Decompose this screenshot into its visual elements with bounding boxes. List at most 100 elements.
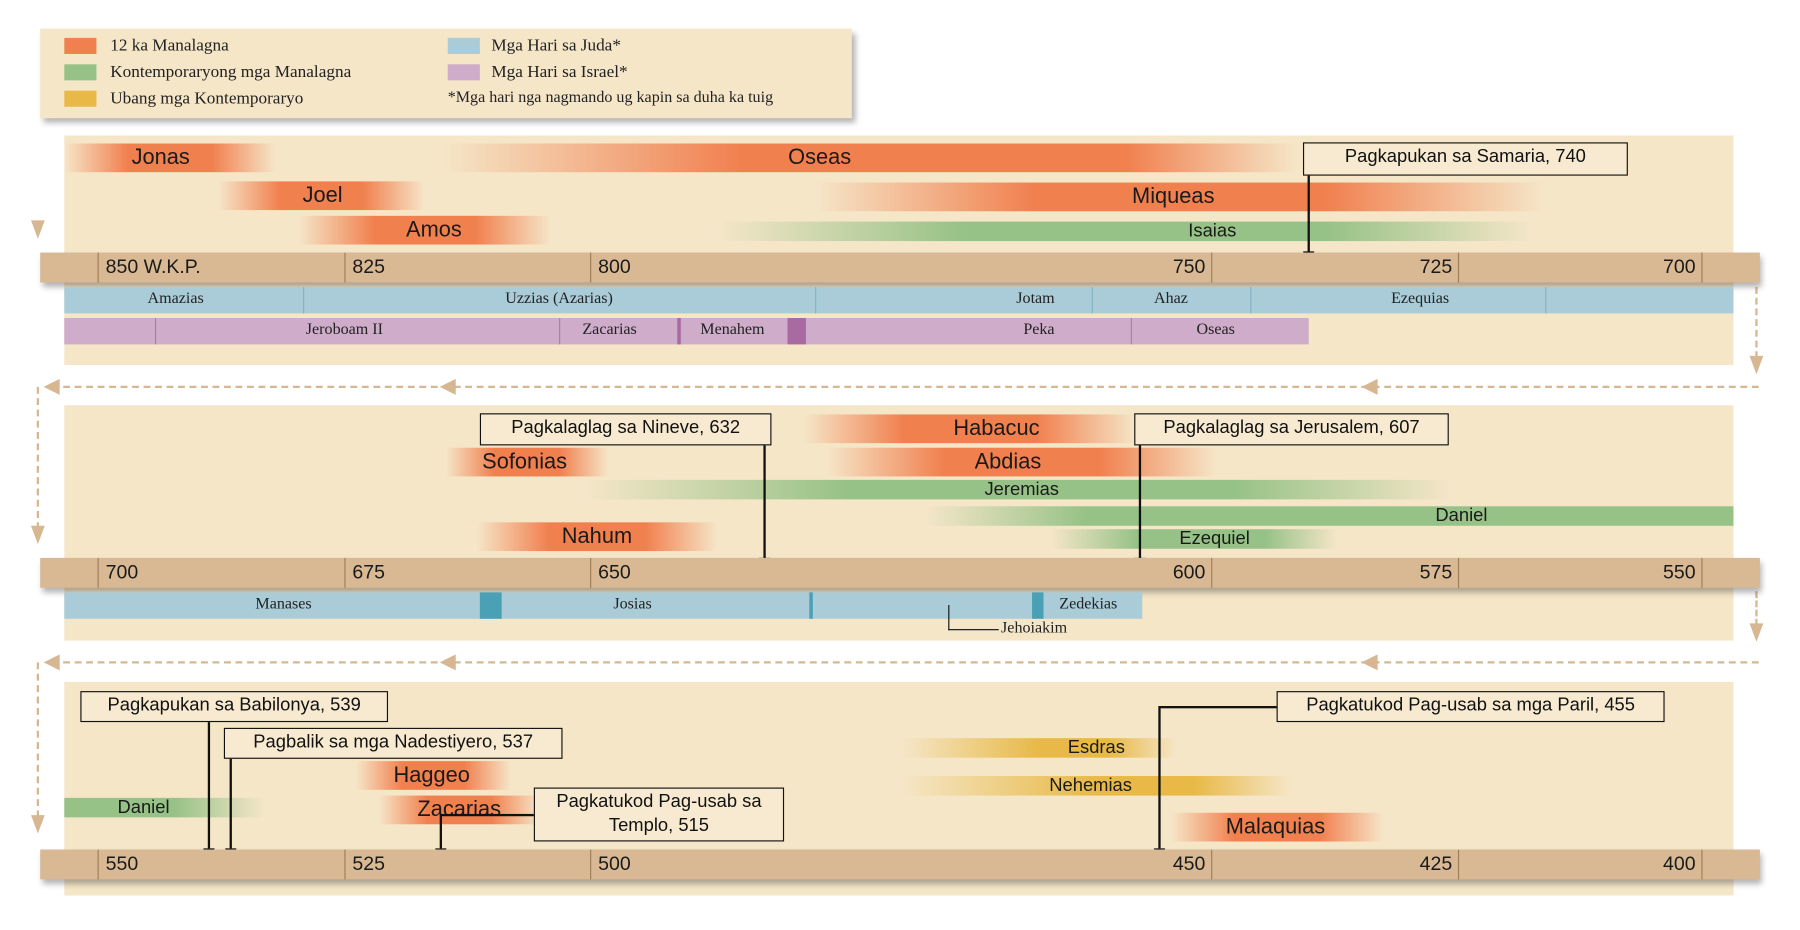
king-label: Peka <box>1023 321 1055 339</box>
bar-label: Habacuc <box>953 416 1040 441</box>
contemporary-bar: Esdras <box>901 738 1177 758</box>
bar-label: Zacarias <box>417 797 502 822</box>
bar-label: Oseas <box>788 145 852 170</box>
king-label: Menahem <box>700 321 765 339</box>
bar-label: Miqueas <box>1132 184 1215 209</box>
bar-label: Esdras <box>1067 737 1125 758</box>
arrow-left-icon <box>439 378 456 395</box>
arrow-left-icon <box>439 654 456 671</box>
arrow-down-icon <box>1749 355 1764 375</box>
event-callout: Pagkapukan sa Babilonya, 539 <box>80 691 389 723</box>
timeline-axis: 550 525 500 450 425 400 <box>40 849 1760 880</box>
kings-of-judah-row: Amazias Uzzias (Azarias) Jotam Ahaz Ezeq… <box>64 287 1734 314</box>
arrow-left-icon <box>43 378 60 395</box>
bracket-line <box>948 604 950 631</box>
contemporary-prophet-bar: Daniel <box>64 797 266 818</box>
contemporary-prophet-bar: Isaias <box>717 221 1533 242</box>
arrow-left-icon <box>43 654 60 671</box>
callout-line <box>1158 706 1161 849</box>
timeline-axis: 700 675 650 600 575 550 <box>40 557 1760 588</box>
arrow-down-icon <box>30 815 45 834</box>
king-label: Josias <box>613 595 652 614</box>
legend-label: Ubang mga Kontemporaryo <box>110 89 304 108</box>
bar-label: Abdias <box>974 449 1042 474</box>
callout-line <box>439 813 442 849</box>
event-callout: Pagkalaglag sa Nineve, 632 <box>479 413 772 446</box>
bar-label: Malaquias <box>1225 814 1326 839</box>
arrow-down-icon <box>30 525 45 545</box>
legend-swatch-other <box>64 90 97 107</box>
bar-label: Haggeo <box>393 762 470 787</box>
callout-line <box>229 758 232 849</box>
king-label: Oseas <box>1196 321 1235 339</box>
bracket-line <box>948 629 999 631</box>
axis-label: 400 <box>1663 852 1696 875</box>
prophet-bar: Amos <box>298 215 552 245</box>
king-label: Zacarias <box>582 321 637 339</box>
king-label: Amazias <box>147 290 204 308</box>
prophet-bar: Malaquias <box>1170 812 1384 842</box>
king-label: Jotam <box>1016 290 1055 308</box>
prophet-bar: Joel <box>218 181 425 211</box>
continue-arrow-icon <box>30 220 45 239</box>
axis-label: 575 <box>1419 561 1453 584</box>
event-callout: Pagkatukod Pag-usab sa mga Paril, 455 <box>1276 691 1665 723</box>
callout-line <box>440 813 534 816</box>
axis-label: 725 <box>1419 256 1453 278</box>
legend-label: Kontemporaryong mga Manalagna <box>110 63 352 82</box>
bar-label: Jonas <box>131 145 190 170</box>
timeline-axis: 850 W.K.P. 825 800 750 725 700 <box>40 252 1760 283</box>
axis-label: 750 <box>1172 256 1206 278</box>
prophet-bar: Sofonias <box>445 447 609 477</box>
prophet-bar: Jonas <box>64 143 276 173</box>
legend-swatch-prophets <box>64 37 97 54</box>
contemporary-prophet-bar: Ezequiel <box>1050 528 1338 549</box>
dashed-connector <box>51 661 1759 664</box>
axis-label: 700 <box>1663 256 1696 278</box>
bar-label: Daniel <box>117 797 170 817</box>
axis-label: 550 <box>105 852 139 875</box>
bar-label: Amos <box>406 217 462 242</box>
dashed-connector <box>1755 591 1758 626</box>
prophet-bar: Zacarias <box>378 795 540 825</box>
event-callout: Pagbalik sa mga Nadestiyero, 537 <box>223 727 563 759</box>
legend-swatch-israel <box>447 64 480 81</box>
dashed-connector <box>1755 287 1758 359</box>
bar-label: Daniel <box>1435 505 1488 526</box>
king-label: Manases <box>255 595 312 614</box>
event-callout: Pagkapukan sa Samaria, 740 <box>1302 142 1628 176</box>
bar-label: Ezequiel <box>1179 528 1250 549</box>
king-label: Ezequias <box>1391 290 1450 308</box>
legend-swatch-contemporary-prophets <box>64 64 97 81</box>
prophet-bar: Oseas <box>441 143 1298 173</box>
contemporary-prophet-bar: Jeremias <box>585 479 1453 500</box>
king-label: Uzzias (Azarias) <box>505 290 613 308</box>
callout-line-2: Templo, 515 <box>608 816 709 836</box>
prophet-bar: Abdias <box>826 447 1217 477</box>
axis-label: 425 <box>1419 852 1453 875</box>
bar-label: Nahum <box>561 524 633 549</box>
axis-label: 700 <box>105 561 139 584</box>
axis-label: 550 <box>1663 561 1696 584</box>
axis-label: 525 <box>352 852 386 875</box>
contemporary-bar: Nehemias <box>901 775 1292 796</box>
arrow-left-icon <box>1361 378 1378 395</box>
legend-label: 12 ka Manalagna <box>110 36 229 56</box>
dashed-connector <box>51 385 1759 389</box>
axis-label: 825 <box>352 256 386 278</box>
bar-label: Sofonias <box>482 449 568 474</box>
dashed-connector <box>36 386 40 530</box>
prophet-bar: Miqueas <box>815 182 1545 212</box>
kings-of-israel-row: Jeroboam II Zacarias Menahem Peka Oseas <box>64 317 1309 345</box>
event-callout: Pagkatukod Pag-usab sa Templo, 515 <box>533 787 785 842</box>
callout-line-1: Pagkatukod Pag-usab sa <box>556 792 762 812</box>
axis-label: 650 <box>598 561 631 584</box>
dashed-connector <box>36 662 40 818</box>
event-callout: Pagkalaglag sa Jerusalem, 607 <box>1134 413 1449 446</box>
axis-label: 450 <box>1172 852 1206 875</box>
prophet-bar: Habacuc <box>803 414 1137 444</box>
prophet-bar: Haggeo <box>355 761 511 790</box>
arrow-down-icon <box>1749 623 1764 642</box>
axis-label: 600 <box>1172 561 1206 584</box>
callout-line <box>1138 445 1141 558</box>
